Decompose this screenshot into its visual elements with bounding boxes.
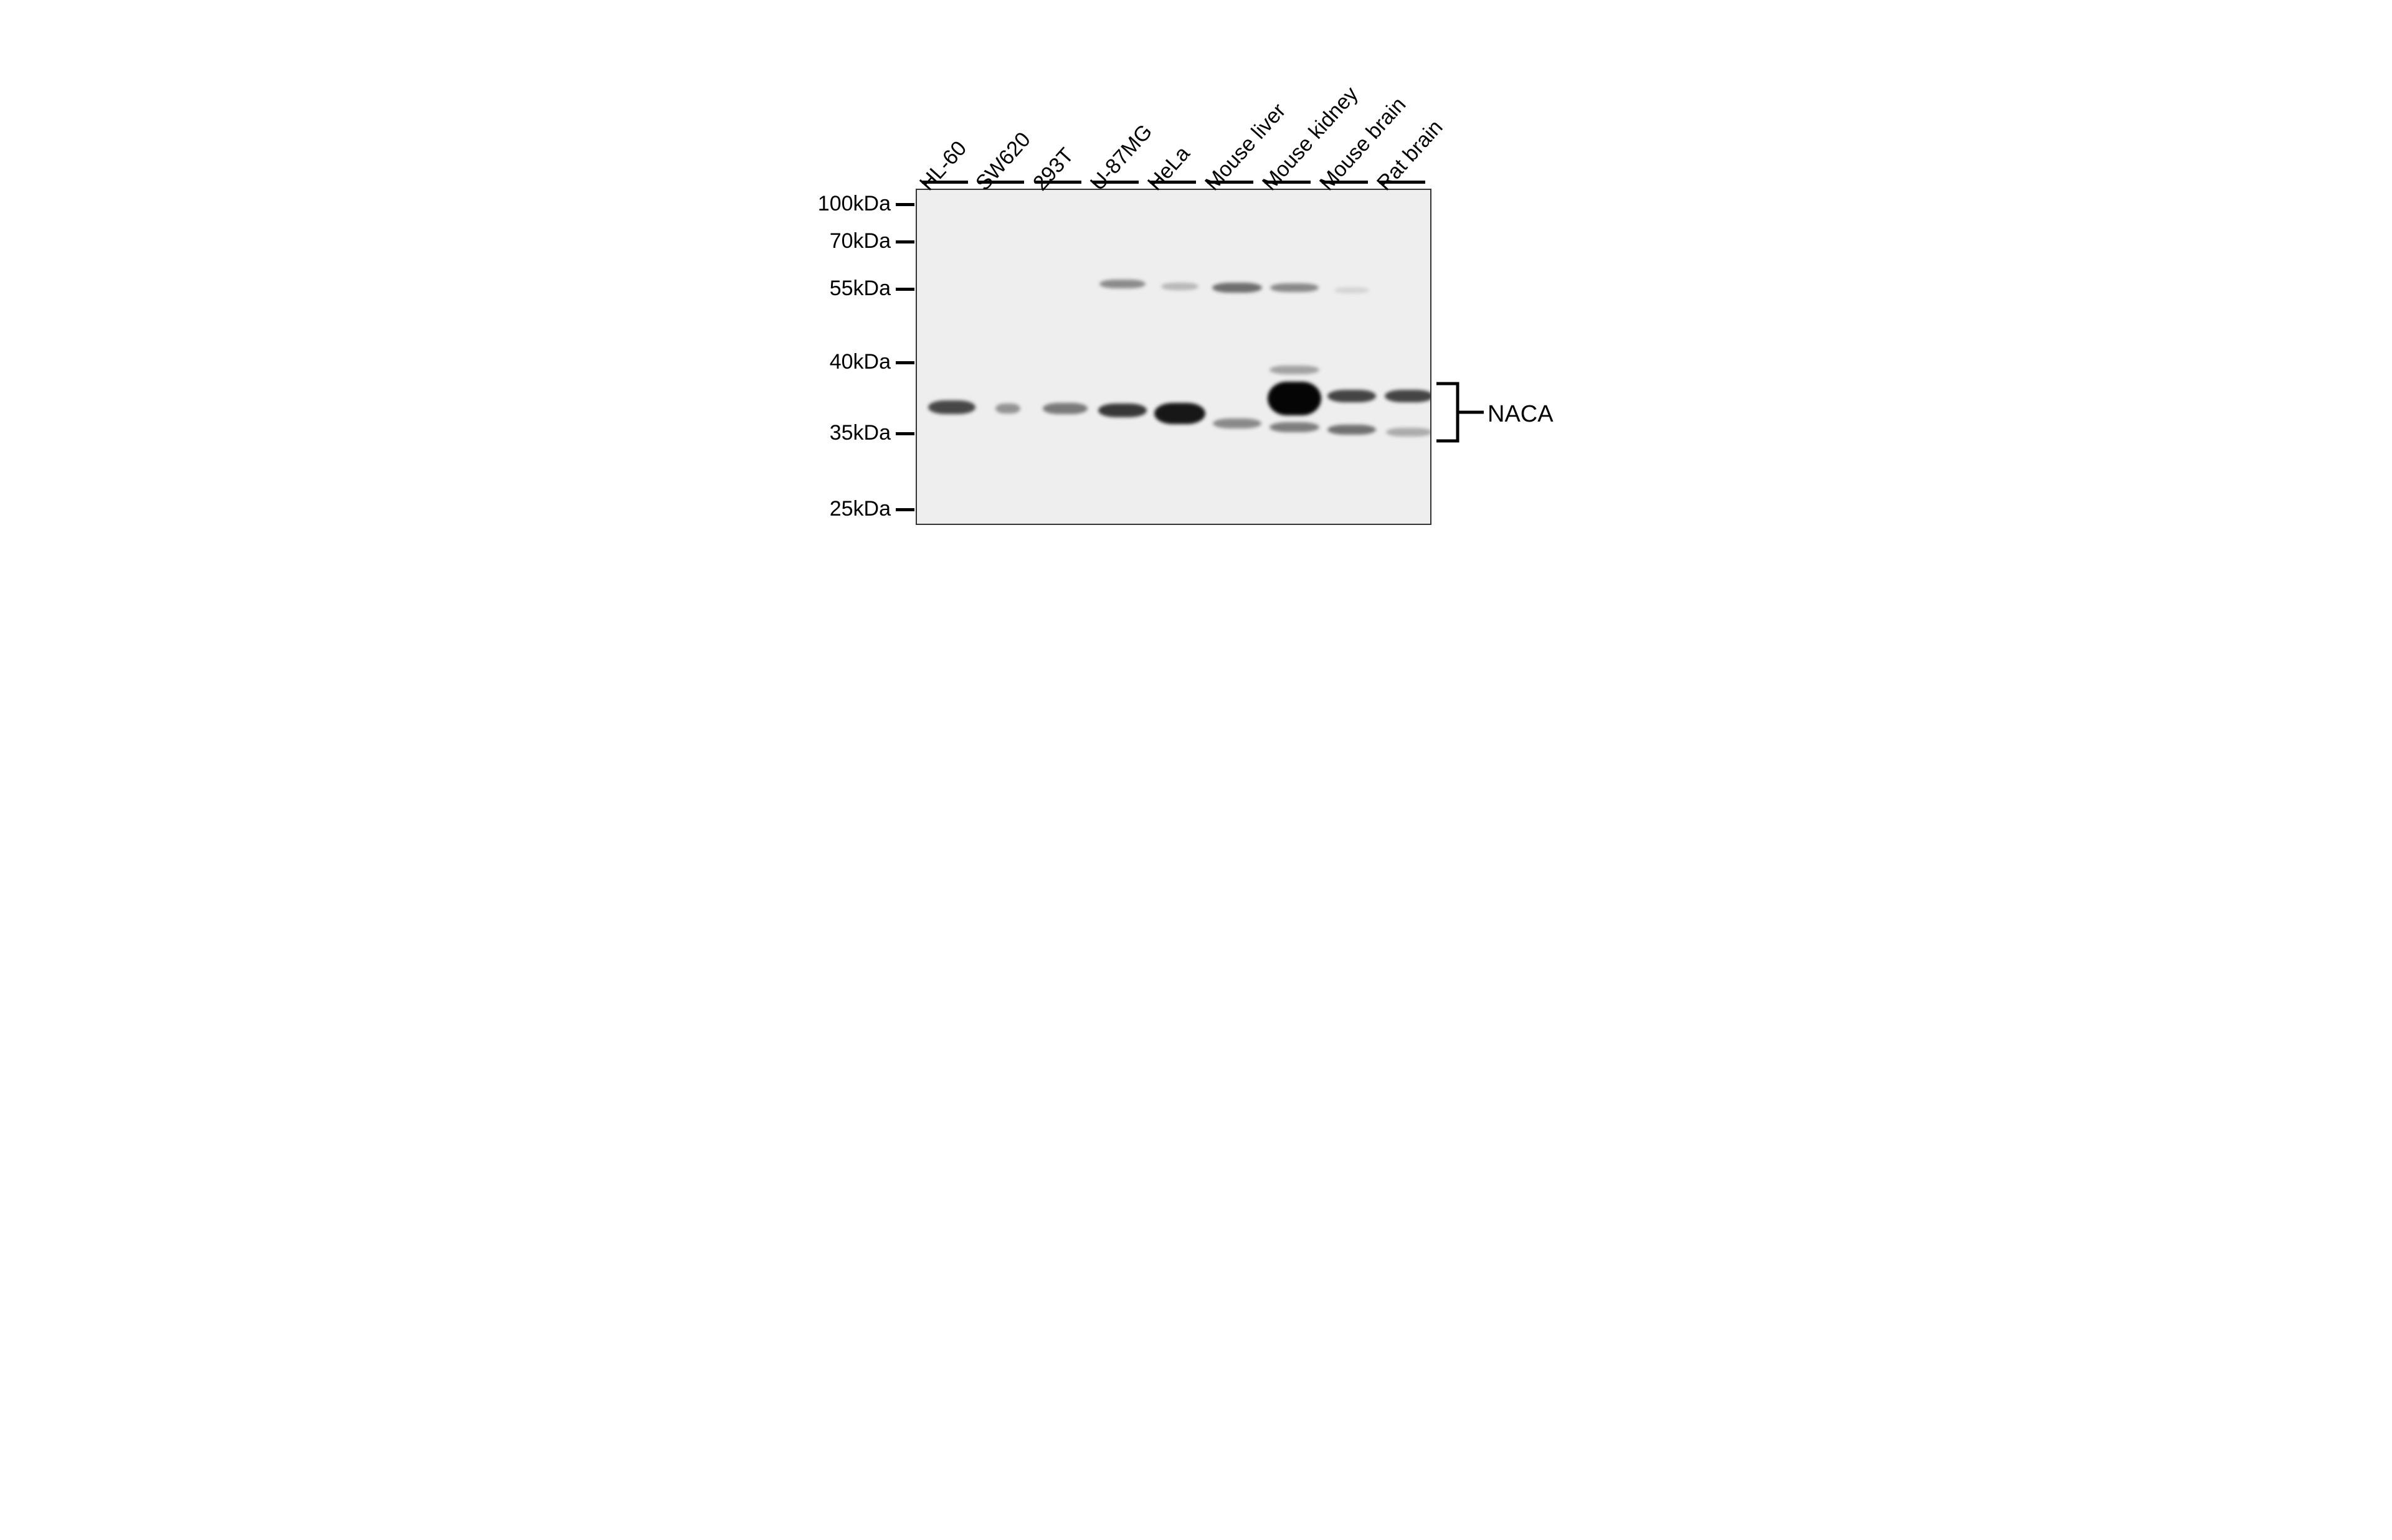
blot-band: [928, 400, 975, 414]
blot-band: [1270, 283, 1319, 292]
lane-labels-layer: HL-60SW620293TU-87MGHeLaMouse liverMouse…: [797, 25, 1595, 181]
mw-marker-label: 35kDa: [797, 421, 891, 445]
blot-band: [1334, 287, 1369, 293]
lane-tick: [1322, 181, 1368, 184]
blot-band: [1270, 422, 1319, 432]
mw-marker-tick: [896, 288, 914, 291]
lane-label: HL-60: [915, 136, 972, 196]
western-blot-figure: HL-60SW620293TU-87MGHeLaMouse liverMouse…: [797, 25, 1595, 538]
mw-marker-label: 100kDa: [797, 192, 891, 216]
blot-band: [1213, 418, 1261, 428]
mw-marker-tick: [896, 432, 914, 435]
blot-band: [1161, 283, 1198, 290]
lane-tick: [978, 181, 1024, 184]
lane-tick: [1035, 181, 1081, 184]
blot-band: [1268, 382, 1321, 415]
lane-label: U-87MG: [1086, 120, 1157, 196]
mw-marker-tick: [896, 508, 914, 511]
blot-band: [1043, 403, 1088, 414]
lane-tick: [1265, 181, 1311, 184]
lane-label: SW620: [971, 128, 1036, 196]
blot-band: [1327, 390, 1376, 402]
lane-label: 293T: [1028, 143, 1079, 196]
blot-band: [1327, 425, 1376, 435]
blot-band: [1098, 404, 1147, 417]
blot-band: [1212, 283, 1262, 293]
lane-tick: [1207, 181, 1253, 184]
lane-tick: [1150, 181, 1196, 184]
blot-band: [995, 404, 1020, 413]
lane-label: HeLa: [1143, 142, 1195, 196]
mw-marker-label: 25kDa: [797, 497, 891, 521]
blot-band: [1154, 403, 1205, 424]
mw-marker-tick: [896, 203, 914, 206]
mw-marker-label: 40kDa: [797, 350, 891, 374]
lane-tick: [1379, 181, 1425, 184]
target-band-bracket: [1436, 381, 1486, 443]
lane-tick: [1093, 181, 1139, 184]
mw-marker-label: 55kDa: [797, 276, 891, 301]
blot-band: [1385, 390, 1431, 402]
lane-tick: [922, 181, 968, 184]
blot-membrane-box: [916, 189, 1431, 525]
target-protein-label: NACA: [1488, 401, 1554, 428]
blot-band: [1099, 280, 1146, 288]
mw-marker-label: 70kDa: [797, 229, 891, 253]
blot-band: [1270, 366, 1319, 374]
blot-band: [1386, 428, 1431, 437]
mw-marker-tick: [896, 240, 914, 243]
mw-marker-tick: [896, 361, 914, 364]
